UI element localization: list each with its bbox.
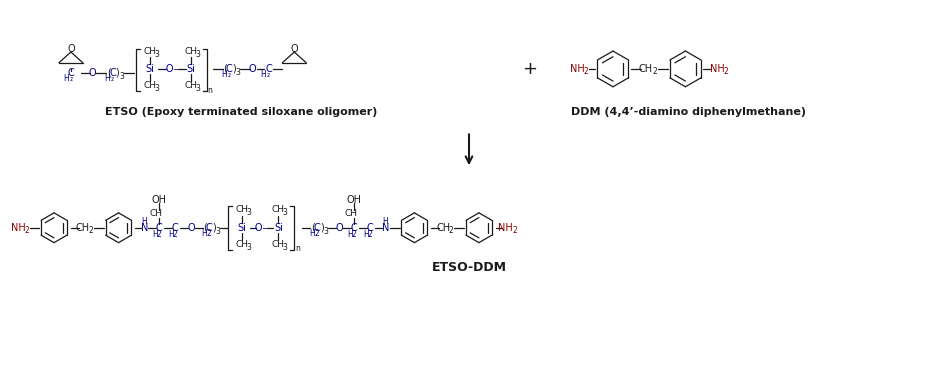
Text: CH: CH bbox=[185, 47, 198, 56]
Text: NH: NH bbox=[498, 223, 513, 233]
Text: –O–: –O– bbox=[161, 64, 179, 74]
Text: ₂: ₂ bbox=[111, 74, 114, 83]
Text: CH: CH bbox=[272, 205, 285, 214]
Text: 3: 3 bbox=[283, 208, 288, 217]
Text: 3: 3 bbox=[216, 227, 220, 236]
Text: CH: CH bbox=[144, 47, 157, 56]
Text: CH: CH bbox=[272, 240, 285, 249]
Text: 2: 2 bbox=[206, 229, 211, 238]
Text: 2: 2 bbox=[157, 230, 161, 239]
Text: Si: Si bbox=[237, 223, 246, 233]
Text: 3: 3 bbox=[119, 72, 124, 81]
Text: 3: 3 bbox=[155, 84, 159, 93]
Text: 2: 2 bbox=[352, 230, 356, 239]
Text: 2: 2 bbox=[583, 68, 588, 76]
Text: 3: 3 bbox=[283, 243, 288, 252]
Text: 3: 3 bbox=[235, 68, 240, 77]
Text: 2: 2 bbox=[652, 68, 657, 76]
Text: H: H bbox=[383, 217, 388, 226]
Text: O: O bbox=[249, 64, 256, 74]
Text: H: H bbox=[363, 230, 369, 239]
Text: O: O bbox=[68, 44, 75, 54]
Text: ): ) bbox=[320, 223, 324, 233]
Text: 3: 3 bbox=[324, 227, 328, 236]
Text: (: ( bbox=[203, 223, 207, 233]
Text: C: C bbox=[205, 223, 212, 233]
Text: 2: 2 bbox=[368, 230, 372, 239]
Text: 3: 3 bbox=[246, 243, 251, 252]
Text: (: ( bbox=[107, 68, 111, 78]
Text: N: N bbox=[141, 223, 148, 233]
Text: C: C bbox=[156, 223, 162, 233]
Text: CH: CH bbox=[76, 223, 90, 233]
Text: 3: 3 bbox=[195, 49, 201, 59]
Text: CH: CH bbox=[235, 205, 249, 214]
Text: CH: CH bbox=[436, 223, 450, 233]
Text: 2: 2 bbox=[88, 226, 93, 235]
Text: 2: 2 bbox=[24, 226, 30, 235]
Text: (: ( bbox=[311, 223, 315, 233]
Text: H: H bbox=[347, 230, 353, 239]
Text: NH: NH bbox=[710, 64, 724, 74]
Text: ₂: ₂ bbox=[227, 70, 231, 80]
Text: Si: Si bbox=[187, 64, 195, 74]
Text: ₂: ₂ bbox=[267, 70, 270, 80]
Text: C: C bbox=[68, 68, 74, 78]
Text: n: n bbox=[207, 86, 212, 95]
Text: H: H bbox=[105, 74, 111, 83]
Text: ): ) bbox=[232, 64, 235, 74]
Text: O: O bbox=[291, 44, 298, 54]
Text: O: O bbox=[188, 223, 195, 233]
Text: CH: CH bbox=[144, 81, 157, 90]
Text: ): ) bbox=[212, 223, 216, 233]
Text: n: n bbox=[295, 244, 299, 253]
Text: 3: 3 bbox=[155, 49, 159, 59]
Text: CH: CH bbox=[150, 209, 163, 218]
Text: ₂: ₂ bbox=[69, 74, 72, 83]
Text: OH: OH bbox=[346, 195, 361, 205]
Text: 2: 2 bbox=[315, 229, 320, 238]
Text: –O–: –O– bbox=[250, 223, 268, 233]
Text: H: H bbox=[261, 70, 266, 80]
Text: CH: CH bbox=[235, 240, 249, 249]
Text: NH: NH bbox=[11, 223, 25, 233]
Text: H: H bbox=[221, 70, 227, 80]
Text: H: H bbox=[63, 74, 68, 83]
Text: C: C bbox=[172, 223, 178, 233]
Text: N: N bbox=[382, 223, 389, 233]
Text: CH: CH bbox=[639, 64, 653, 74]
Text: H: H bbox=[142, 217, 147, 226]
Text: 3: 3 bbox=[246, 208, 251, 217]
Text: C: C bbox=[225, 64, 232, 74]
Text: 2: 2 bbox=[173, 230, 177, 239]
Text: ETSO (Epoxy terminated siloxane oligomer): ETSO (Epoxy terminated siloxane oligomer… bbox=[105, 107, 378, 117]
Text: ): ) bbox=[115, 68, 119, 78]
Text: OH: OH bbox=[152, 195, 167, 205]
Text: C: C bbox=[351, 223, 357, 233]
Text: CH: CH bbox=[185, 81, 198, 90]
Text: O: O bbox=[335, 223, 342, 233]
Text: 3: 3 bbox=[195, 84, 201, 93]
Text: C: C bbox=[367, 223, 373, 233]
Text: 2: 2 bbox=[448, 226, 453, 235]
Text: H: H bbox=[168, 230, 174, 239]
Text: H: H bbox=[201, 229, 206, 238]
Text: +: + bbox=[522, 60, 537, 78]
Text: C: C bbox=[313, 223, 321, 233]
Text: Si: Si bbox=[274, 223, 283, 233]
Text: H: H bbox=[310, 229, 315, 238]
Text: CH: CH bbox=[344, 209, 357, 218]
Text: NH: NH bbox=[570, 64, 584, 74]
Text: O: O bbox=[89, 68, 97, 78]
Text: Si: Si bbox=[146, 64, 155, 74]
Text: (: ( bbox=[223, 64, 227, 74]
Text: ETSO-DDM: ETSO-DDM bbox=[431, 261, 507, 274]
Text: H: H bbox=[152, 230, 159, 239]
Text: 2: 2 bbox=[724, 68, 729, 76]
Text: C: C bbox=[265, 64, 272, 74]
Text: 2: 2 bbox=[512, 226, 517, 235]
Text: C: C bbox=[109, 68, 116, 78]
Text: DDM (4,4’-diamino diphenylmethane): DDM (4,4’-diamino diphenylmethane) bbox=[571, 107, 806, 117]
